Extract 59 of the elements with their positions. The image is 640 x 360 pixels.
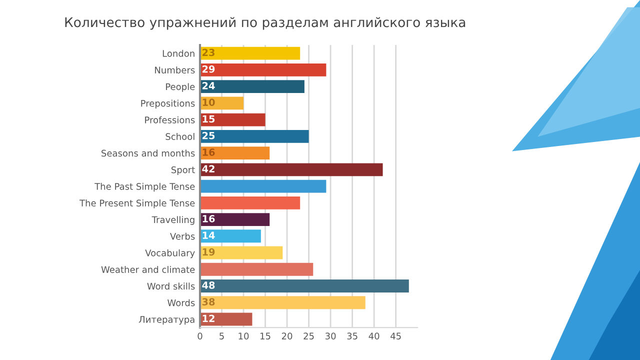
data-label: 25 [202,132,215,140]
x-tick-label: 40 [368,332,380,340]
data-label: 29 [202,65,215,73]
bar [200,262,314,276]
data-label: 38 [202,298,215,306]
data-label: 48 [202,282,215,289]
bar [200,180,326,193]
x-tick-label: 15 [260,332,270,340]
bar [200,113,266,126]
x-tick-label: 5 [220,332,224,340]
data-label: 15 [202,115,215,123]
y-tick-label: School [166,133,194,140]
bar [200,80,304,94]
data-label: 16 [202,148,215,156]
x-tick-label: 25 [304,332,314,340]
y-tick-label: Seasons and months [102,150,195,157]
y-tick-label: Word skills [147,282,195,290]
y-tick-label: Prepositions [141,100,195,108]
data-label: 10 [202,98,215,106]
x-tick-label: 30 [326,332,336,340]
data-label: 16 [202,215,215,222]
y-tick-label: The Past Simple Tense [94,182,195,192]
y-tick-label: Professions [145,116,195,124]
y-tick-label: People [166,83,195,92]
x-tick-label: 10 [238,332,249,340]
data-label: 23 [202,48,214,56]
bar [200,213,270,226]
bar [200,296,366,310]
x-tick-label: 0 [198,332,202,340]
bar [200,163,383,176]
y-tick-label: The Present Simple Tense [80,199,195,208]
bar [200,312,252,326]
bar [200,46,300,60]
chart-title: Количество упражнений по разделам английского языка [65,17,466,30]
data-label: 14 [202,232,215,239]
data-label: 19 [202,248,215,256]
x-tick-label: 20 [282,332,292,340]
y-tick-label: Travelling [152,216,194,225]
bar [200,130,309,143]
bar [200,230,261,243]
bar [200,146,270,160]
bar [200,96,244,110]
bar [200,280,409,293]
y-tick-label: Vocabulary [145,249,195,258]
y-tick-label: Литература [138,316,194,325]
y-tick-label: Verbs [170,232,195,240]
data-label: 42 [202,165,214,172]
bar [200,63,326,76]
x-tick-label: 35 [347,332,358,340]
x-tick-label: 45 [390,332,401,340]
y-tick-label: London [162,50,194,57]
data-label: 12 [202,314,214,322]
bar [200,246,283,260]
data-label: 24 [202,82,215,90]
bar [200,196,300,210]
y-tick-label: Sport [171,166,195,175]
y-tick-label: Weather and climate [101,266,195,273]
y-tick-label: Words [168,299,195,306]
y-tick-label: Numbers [155,66,195,74]
